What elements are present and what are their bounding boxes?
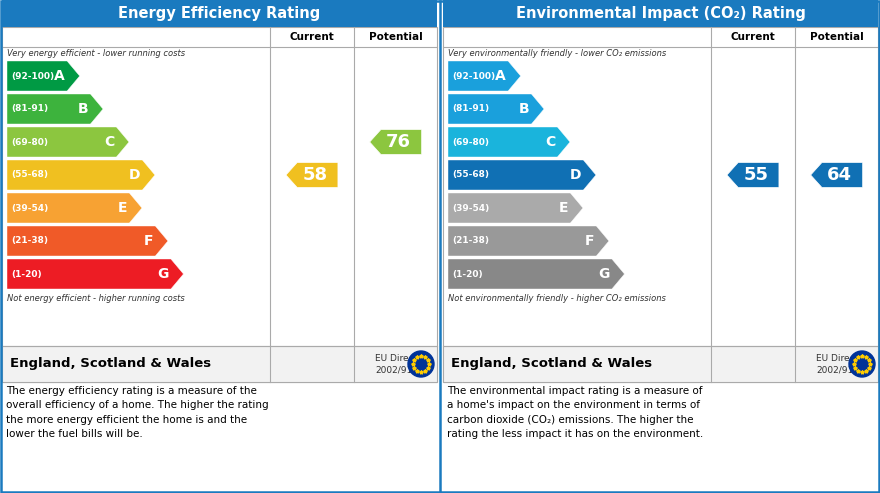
Bar — [2, 346, 437, 382]
Polygon shape — [448, 193, 583, 223]
Text: Energy Efficiency Rating: Energy Efficiency Rating — [119, 6, 320, 21]
Text: F: F — [143, 234, 153, 248]
Text: Very environmentally friendly - lower CO₂ emissions: Very environmentally friendly - lower CO… — [448, 49, 666, 59]
Polygon shape — [7, 160, 155, 190]
Polygon shape — [448, 127, 570, 157]
Text: 64: 64 — [827, 166, 852, 184]
Text: England, Scotland & Wales: England, Scotland & Wales — [10, 357, 211, 371]
Text: EU Directive
2002/91/EC: EU Directive 2002/91/EC — [375, 353, 431, 374]
Text: England, Scotland & Wales: England, Scotland & Wales — [451, 357, 652, 371]
Polygon shape — [448, 94, 544, 124]
Text: F: F — [585, 234, 594, 248]
Text: (1-20): (1-20) — [452, 270, 482, 279]
Text: (39-54): (39-54) — [452, 204, 489, 212]
Bar — [2, 27, 437, 382]
Text: (55-68): (55-68) — [11, 171, 48, 179]
Polygon shape — [7, 61, 80, 91]
Circle shape — [849, 351, 875, 377]
Text: G: G — [158, 267, 169, 281]
Text: B: B — [77, 102, 88, 116]
Text: G: G — [598, 267, 610, 281]
Text: Potential: Potential — [810, 32, 863, 42]
Polygon shape — [448, 226, 609, 256]
Polygon shape — [7, 226, 168, 256]
Text: E: E — [559, 201, 568, 215]
Text: C: C — [104, 135, 114, 149]
Text: (1-20): (1-20) — [11, 270, 41, 279]
Text: (69-80): (69-80) — [11, 138, 48, 146]
Text: (39-54): (39-54) — [11, 204, 48, 212]
Polygon shape — [727, 163, 779, 187]
Circle shape — [408, 351, 434, 377]
Text: Not energy efficient - higher running costs: Not energy efficient - higher running co… — [7, 294, 185, 303]
Text: (81-91): (81-91) — [452, 105, 489, 113]
Polygon shape — [448, 259, 625, 289]
Text: (55-68): (55-68) — [452, 171, 489, 179]
Text: (21-38): (21-38) — [11, 237, 48, 246]
Text: C: C — [545, 135, 555, 149]
Text: The environmental impact rating is a measure of
a home's impact on the environme: The environmental impact rating is a mea… — [447, 386, 703, 439]
Bar — [443, 27, 878, 382]
Text: D: D — [128, 168, 140, 182]
Text: 76: 76 — [386, 133, 411, 151]
Polygon shape — [448, 61, 521, 91]
Polygon shape — [7, 259, 183, 289]
Text: 58: 58 — [302, 166, 327, 184]
Polygon shape — [7, 193, 142, 223]
Text: Potential: Potential — [369, 32, 422, 42]
Text: (92-100): (92-100) — [452, 71, 495, 80]
Text: (21-38): (21-38) — [452, 237, 489, 246]
Polygon shape — [7, 94, 103, 124]
Text: (92-100): (92-100) — [11, 71, 55, 80]
Text: Not environmentally friendly - higher CO₂ emissions: Not environmentally friendly - higher CO… — [448, 294, 666, 303]
Bar — [2, 0, 437, 27]
Text: The energy efficiency rating is a measure of the
overall efficiency of a home. T: The energy efficiency rating is a measur… — [6, 386, 268, 439]
Text: (69-80): (69-80) — [452, 138, 489, 146]
Text: Current: Current — [730, 32, 775, 42]
Text: (81-91): (81-91) — [11, 105, 48, 113]
Text: A: A — [55, 69, 65, 83]
Polygon shape — [286, 163, 338, 187]
Polygon shape — [7, 127, 129, 157]
Text: EU Directive
2002/91/EC: EU Directive 2002/91/EC — [816, 353, 872, 374]
Bar — [443, 0, 878, 27]
Text: 55: 55 — [744, 166, 768, 184]
Text: D: D — [570, 168, 582, 182]
Bar — [443, 346, 878, 382]
Polygon shape — [448, 160, 596, 190]
Text: Very energy efficient - lower running costs: Very energy efficient - lower running co… — [7, 49, 185, 59]
Text: E: E — [118, 201, 128, 215]
Polygon shape — [370, 130, 422, 154]
Text: Environmental Impact (CO₂) Rating: Environmental Impact (CO₂) Rating — [516, 6, 805, 21]
Text: B: B — [519, 102, 530, 116]
Polygon shape — [810, 163, 862, 187]
Text: A: A — [495, 69, 506, 83]
Text: Current: Current — [290, 32, 334, 42]
